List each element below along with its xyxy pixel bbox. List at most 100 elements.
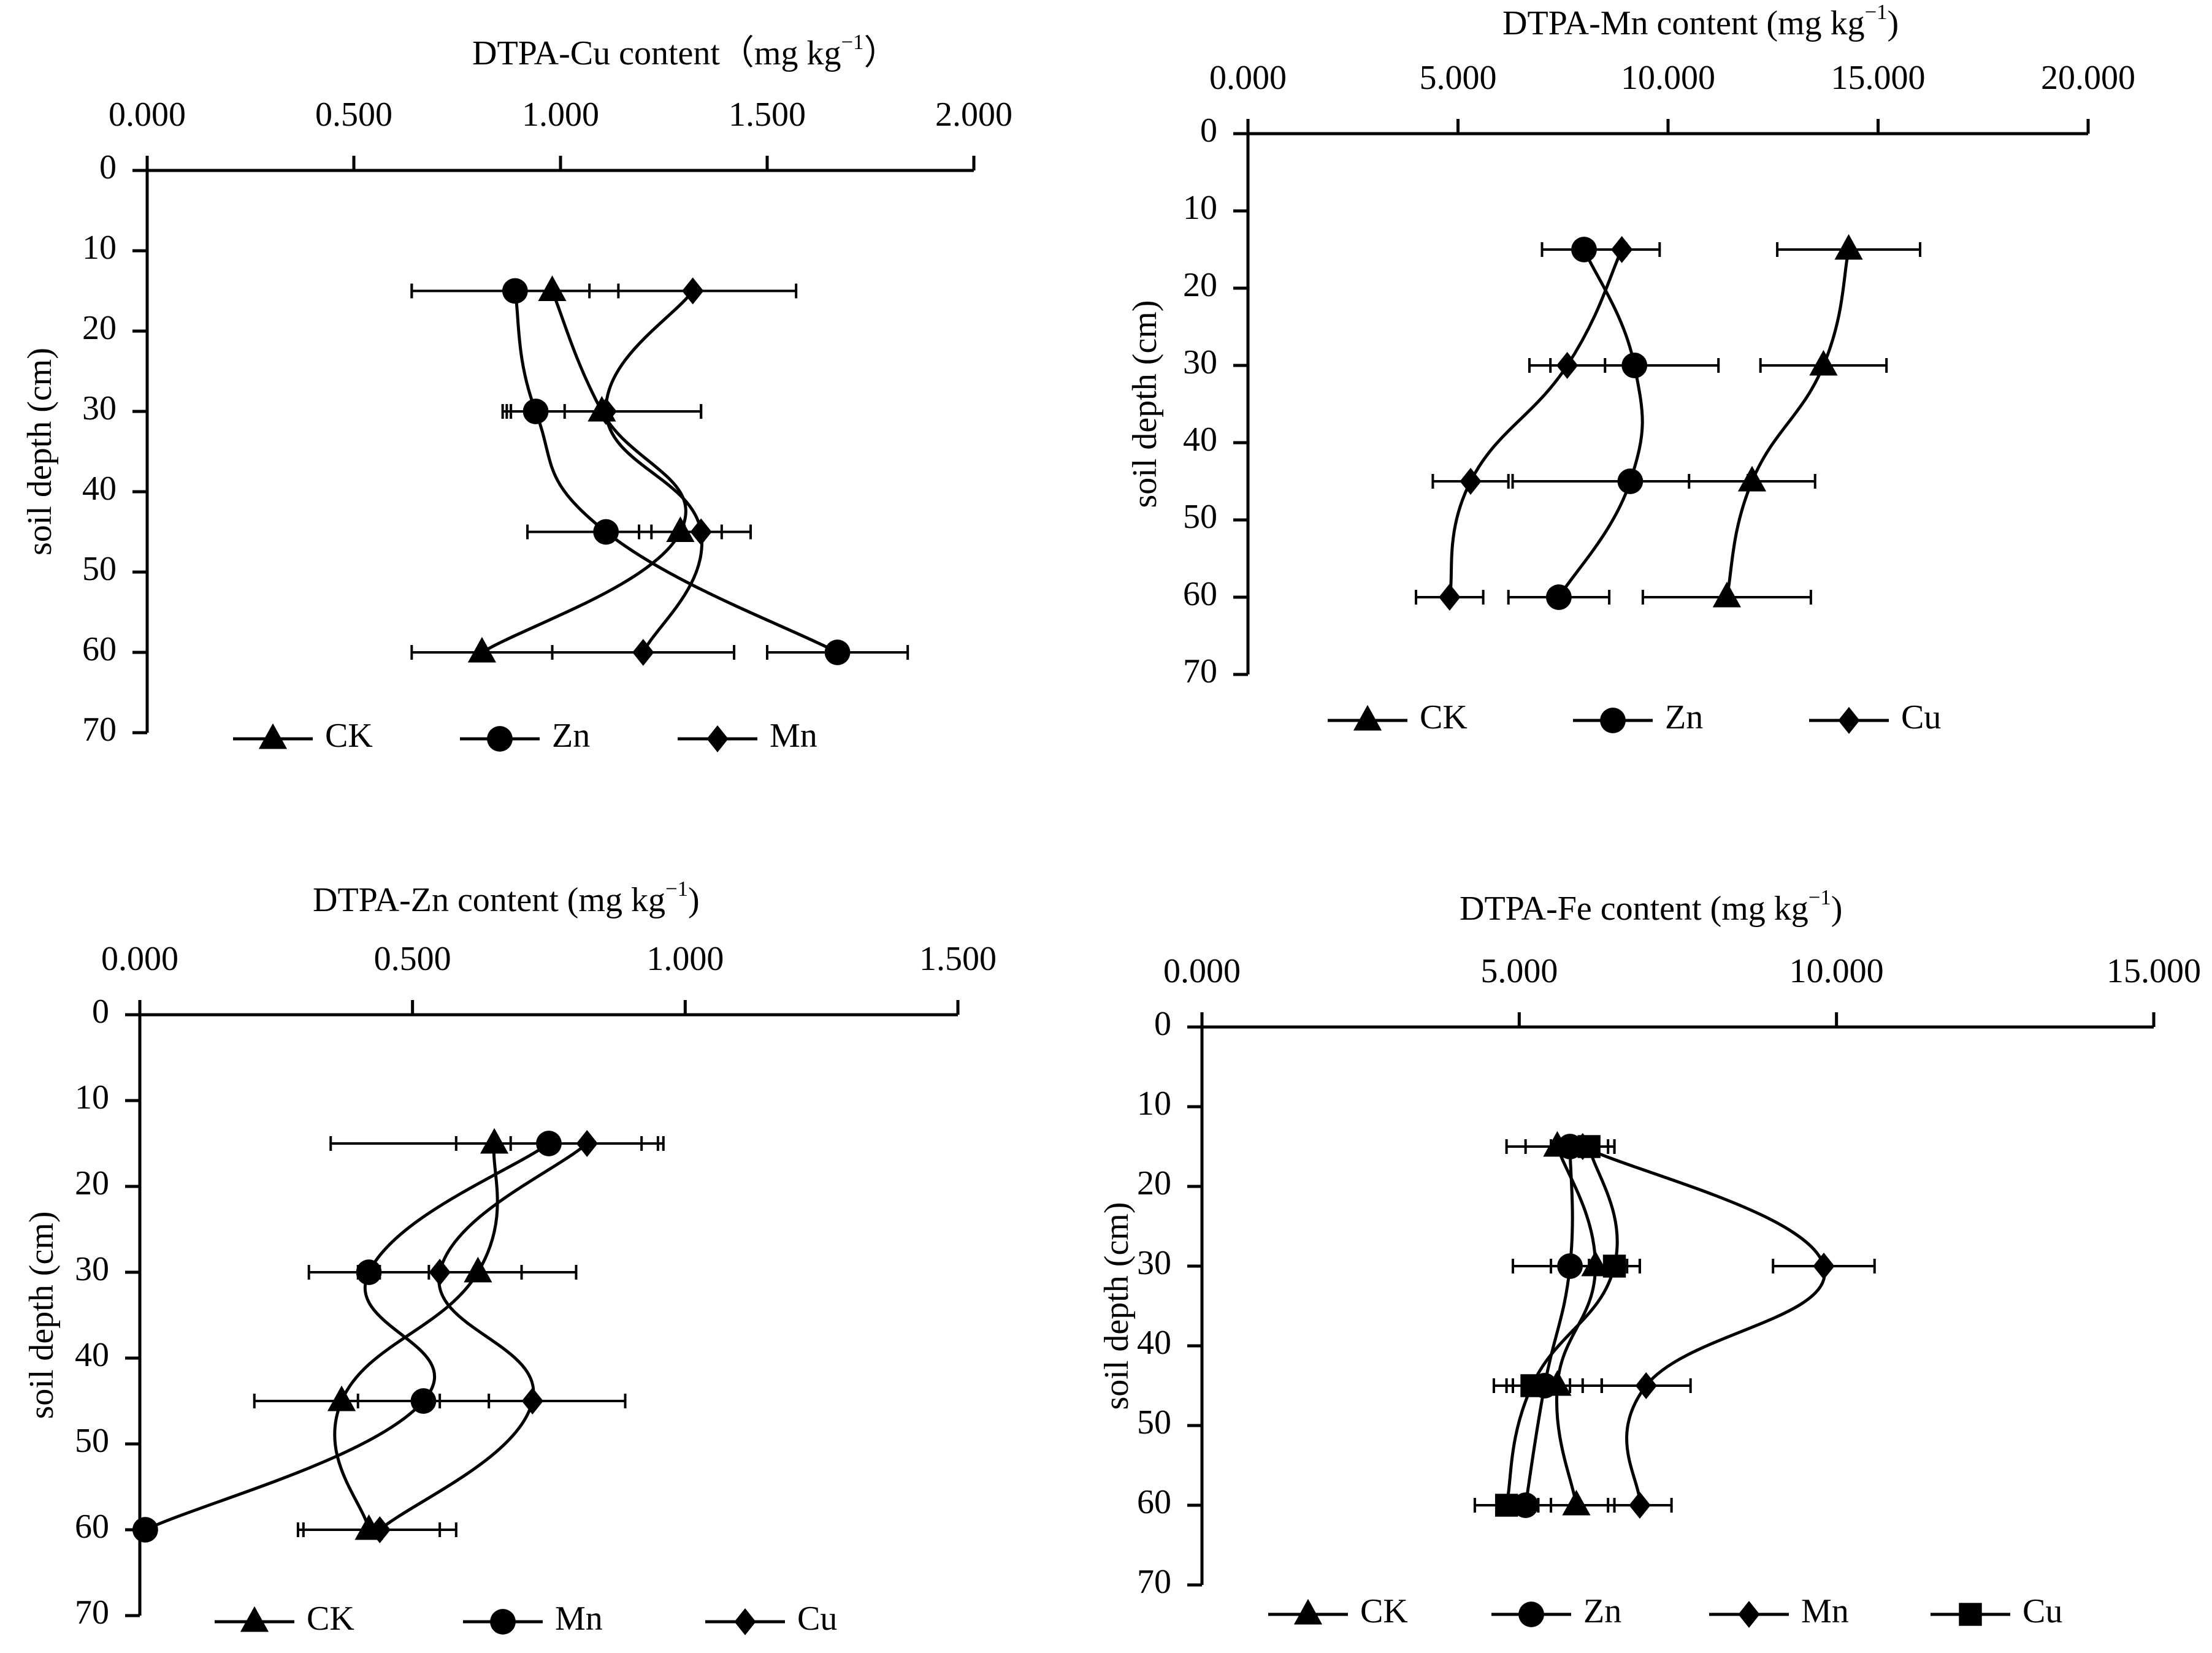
legend-marker-Mn [490,1609,516,1635]
legend-label: CK [1420,698,1468,736]
y-tick-label: 20 [1183,266,1217,304]
data-point-CK [464,1256,492,1283]
data-point-Mn [410,1388,437,1414]
y-tick-label: 20 [82,309,117,347]
data-point-Mn [682,277,704,305]
legend-item-CK: CK [233,717,373,755]
series-Zn [410,278,909,665]
legend-item-Zn: Zn [1573,698,1703,736]
series-Cu [1473,1135,1641,1517]
x-tick-label: 0.000 [109,96,186,134]
y-tick-label: 0 [92,993,109,1031]
y-axis-label: soil depth (cm) [21,348,59,555]
legend-item-CK: CK [1268,1592,1408,1630]
legend-marker-Cu [734,1608,756,1635]
x-tick-label: 0.500 [374,940,451,978]
series-Mn [1550,1133,1876,1519]
legend-label: Mn [770,717,817,755]
y-tick-label: 30 [1183,343,1217,381]
y-tick-label: 0 [1200,112,1217,150]
data-point-CK [1737,465,1767,492]
x-tick-label: 0.500 [315,96,392,134]
legend-label: CK [325,717,373,755]
legend-label: CK [1360,1592,1408,1630]
data-point-CK [1809,349,1838,376]
series-line [1582,1145,1826,1506]
legend-marker-Zn [1518,1601,1544,1627]
legend-marker-CK [1353,704,1382,731]
y-tick-label: 10 [75,1078,109,1117]
series-line [1524,1146,1574,1506]
y-axis-label: soil depth (cm) [23,1211,61,1419]
legend-marker-CK [240,1606,269,1632]
x-tick-label: 5.000 [1480,952,1558,990]
y-tick-label: 10 [1183,189,1217,227]
chart-title: DTPA-Zn content (mg kg−1) [313,877,700,918]
x-tick-label: 20.000 [2041,59,2135,97]
legend-item-Zn: Zn [460,717,590,755]
y-axis-label: soil depth (cm) [1098,1202,1136,1410]
legend-label: Mn [555,1600,603,1638]
y-tick-label: 40 [1137,1324,1171,1362]
data-point-CK [1712,581,1741,608]
legend-marker-Zn [1600,708,1626,733]
y-tick-label: 0 [99,148,117,186]
series-line [604,290,704,654]
data-point-Mn [1813,1253,1835,1280]
series-line [1448,248,1623,598]
data-point-CK [480,1128,509,1154]
chart-title: DTPA-Cu content（mg kg−1） [472,30,898,72]
data-point-Cu [369,1516,391,1543]
legend-item-Mn: Mn [678,717,817,755]
y-tick-label: 30 [1137,1244,1171,1282]
y-tick-label: 30 [82,389,117,427]
y-tick-label: 10 [1137,1085,1171,1123]
legend-label: Mn [1801,1592,1849,1630]
legend-item-Mn: Mn [1709,1592,1849,1630]
y-tick-label: 40 [1183,421,1217,459]
series-line [1725,249,1850,598]
legend-item-Cu: Cu [1809,698,1941,736]
chart-title: DTPA-Fe content (mg kg−1) [1460,885,1842,927]
series-line [1557,249,1644,598]
legend-item-CK: CK [1328,698,1468,736]
x-tick-label: 0.000 [1163,952,1241,990]
series-line [481,290,687,654]
data-point-Cu [1520,1374,1544,1397]
y-tick-label: 50 [1137,1403,1171,1441]
chart-title: DTPA-Mn content (mg kg−1) [1502,0,1899,42]
x-tick-label: 0.000 [101,940,178,978]
x-tick-label: 15.000 [2107,952,2201,990]
x-tick-label: 1.000 [522,96,599,134]
data-point-CK [467,636,497,663]
x-tick-label: 15.000 [1831,59,1926,97]
data-point-Mn [632,639,654,666]
x-tick-label: 1.000 [646,940,724,978]
data-point-Cu [576,1130,598,1157]
series-Cu [302,1130,665,1543]
data-point-Cu [1556,352,1579,379]
chart-bottom-right: DTPA-Fe content (mg kg−1) 0.000 5.000 10.00… [1098,885,2201,1630]
legend-label: Zn [1665,698,1703,736]
data-point-CK [538,275,567,301]
legend-marker-Mn [1738,1601,1760,1628]
data-point-Cu [1611,236,1633,263]
y-axis-label: soil depth (cm) [1126,300,1164,508]
data-point-Mn [1635,1372,1657,1399]
series-Zn [1507,237,1750,610]
data-point-CK [666,516,695,542]
legend-item-CK: CK [215,1600,354,1638]
legend-item-Mn: Mn [463,1600,603,1638]
y-tick-label: 70 [1183,652,1217,690]
data-point-Cu [521,1388,543,1414]
x-tick-label: 10.000 [1789,952,1884,990]
series-line [333,1143,499,1530]
data-point-Zn [1546,584,1572,610]
y-tick-label: 40 [82,470,117,508]
data-point-Zn [593,519,619,545]
data-point-Mn [595,398,617,425]
y-tick-label: 60 [1137,1483,1171,1521]
legend-label: Zn [1583,1592,1621,1630]
legend-marker-Mn [706,725,729,752]
data-point-Cu [429,1259,451,1286]
